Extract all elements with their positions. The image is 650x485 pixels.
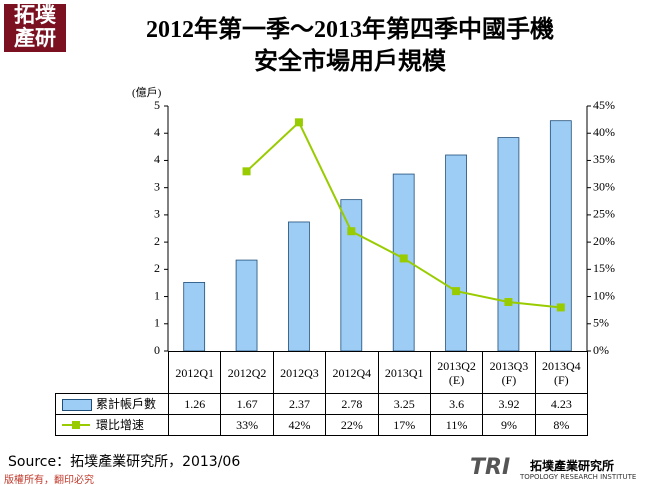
- marker: [452, 287, 461, 296]
- logo-name: 拓墣產業研究所: [530, 459, 615, 473]
- y2-tick-label: 5%: [593, 316, 609, 330]
- y-tick-label: 3: [154, 207, 160, 221]
- source: Source：拓墣產業研究所，2013/06: [8, 454, 241, 470]
- x-tick-label: 2013Q4 (F): [534, 351, 588, 394]
- y2-tick-label: 0%: [593, 343, 609, 357]
- data-label: 2.78: [325, 393, 379, 415]
- x-tick-label: 2012Q4: [325, 351, 379, 394]
- footer: 版權所有，翻印必究: [4, 475, 94, 485]
- legend-key: [62, 421, 90, 429]
- y-axis-label: (億戶): [132, 87, 162, 99]
- y-tick-label: 5: [154, 98, 160, 112]
- bar: [445, 154, 467, 352]
- y2-tick-label: 30%: [593, 179, 615, 193]
- y-tick-label: 2: [154, 261, 160, 275]
- data-label: 11%: [429, 414, 484, 436]
- data-label: 1.26: [168, 393, 222, 415]
- marker: [347, 227, 356, 236]
- y-tick-label: 4: [154, 125, 160, 139]
- data-label: 17%: [377, 414, 431, 436]
- y2-tick-label: 15%: [593, 261, 615, 275]
- data-label: 22%: [325, 414, 379, 436]
- bar: [235, 259, 258, 352]
- y2-tick-label: 20%: [593, 234, 615, 248]
- legend-marker: [72, 421, 80, 429]
- x-tick-label: 2013Q3 (F): [482, 351, 536, 394]
- legend-entry: 累計帳戶數: [55, 393, 169, 415]
- data-label: 4.23: [534, 393, 588, 415]
- data-label: 33%: [220, 414, 274, 436]
- x-tick-label: 2013Q2 (E): [429, 351, 484, 394]
- logo-mark: TRI: [470, 455, 511, 480]
- y2-tick-label: 10%: [593, 288, 615, 302]
- y2-tick-label: 40%: [593, 125, 615, 139]
- y2-tick-label: 45%: [593, 98, 615, 112]
- y-tick-label: 3: [154, 179, 160, 193]
- legend-key: [62, 399, 92, 411]
- data-label: 3.25: [377, 393, 431, 415]
- bar: [497, 137, 520, 352]
- y-tick-label: 0: [154, 343, 160, 357]
- data-label: 3.92: [482, 393, 536, 415]
- data-label: 2.37: [272, 393, 327, 415]
- y2-tick-label: 35%: [593, 152, 615, 166]
- marker: [294, 118, 303, 127]
- y-tick-label: 2: [154, 234, 160, 248]
- x-tick-label: 2013Q1: [377, 351, 431, 394]
- x-tick-label: 2012Q2: [220, 351, 274, 394]
- y-tick-label: 4: [154, 152, 160, 166]
- marker: [556, 303, 565, 312]
- bar: [549, 120, 572, 352]
- y-tick-label: 1: [154, 288, 160, 302]
- bar: [288, 221, 310, 352]
- chart-title: 2012年第一季～2013年第四季中國手機 安全市場用戶規模: [146, 17, 554, 75]
- data-label: 8%: [534, 414, 588, 436]
- footer-band: [0, 470, 650, 485]
- bar: [183, 281, 206, 352]
- x-tick-label: 2012Q1: [168, 351, 222, 394]
- legend-entry: 環比增速: [55, 414, 169, 436]
- logo-sub: TOPOLOGY RESEARCH INSTITUTE: [520, 473, 637, 481]
- marker: [504, 298, 513, 306]
- marker: [242, 167, 251, 176]
- data-label: [168, 414, 222, 436]
- data-label: 42%: [272, 414, 327, 436]
- y-tick-label: 1: [154, 316, 160, 330]
- marker: [399, 254, 408, 263]
- data-label: 3.6: [429, 393, 484, 415]
- logo: 拓墣產研: [4, 4, 66, 52]
- data-label: 1.67: [220, 393, 274, 415]
- x-tick-label: 2012Q3: [272, 351, 327, 394]
- y2-tick-label: 25%: [593, 207, 615, 221]
- bar: [340, 199, 363, 352]
- data-label: 9%: [482, 414, 536, 436]
